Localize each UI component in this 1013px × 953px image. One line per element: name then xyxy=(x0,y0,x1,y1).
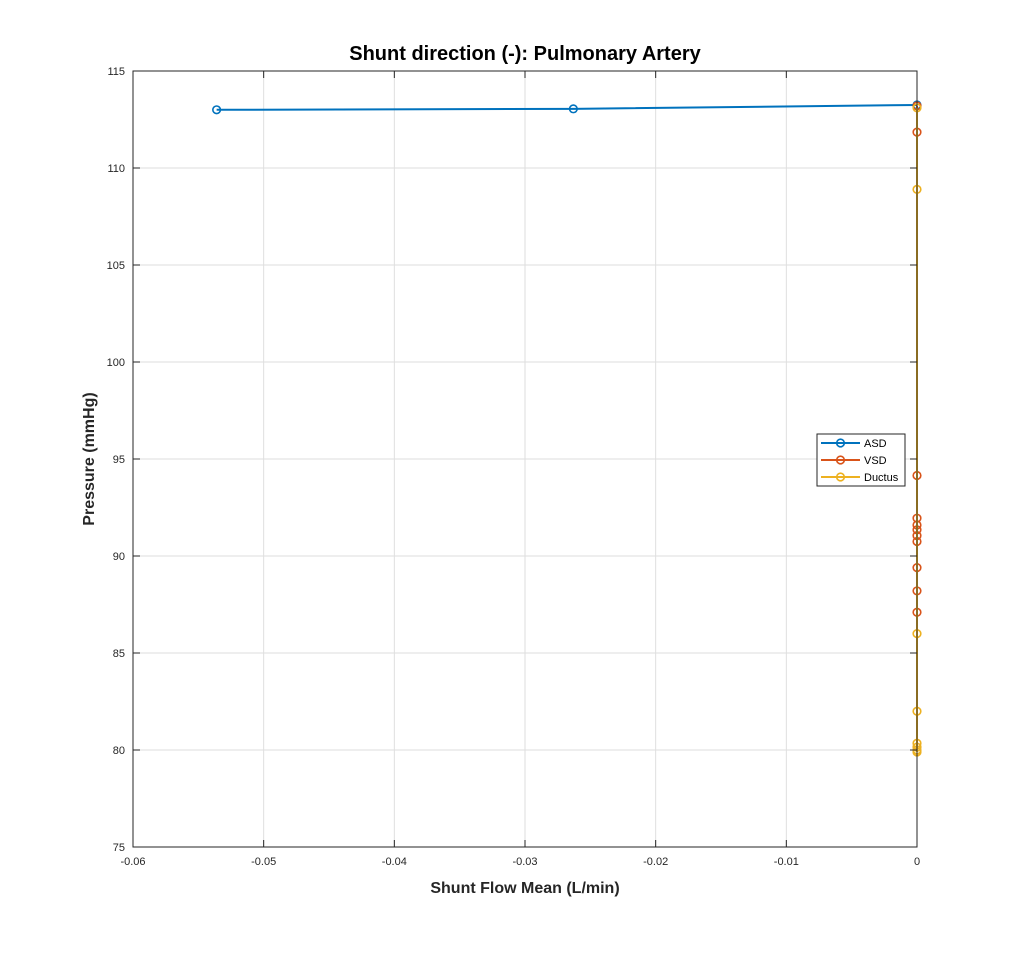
legend-swatch-marker xyxy=(835,472,846,482)
chart-title: Shunt direction (-): Pulmonary Artery xyxy=(349,43,701,65)
data-point-asd xyxy=(212,105,222,115)
y-tick-label: 115 xyxy=(107,66,125,78)
x-axis-label: Shunt Flow Mean (L/min) xyxy=(430,880,619,897)
legend-swatch-marker xyxy=(835,438,846,448)
legend-label: ASD xyxy=(864,438,887,450)
y-axis-label: Pressure (mmHg) xyxy=(81,392,98,525)
x-tick-label: -0.05 xyxy=(251,856,276,868)
legend-item-ductus: Ductus xyxy=(821,472,899,484)
legend-label: VSD xyxy=(864,455,887,467)
legend-label: Ductus xyxy=(864,472,899,484)
y-tick-label: 90 xyxy=(113,551,125,563)
y-tick-label: 85 xyxy=(113,648,125,660)
y-tick-label: 110 xyxy=(107,163,125,175)
y-tick-label: 95 xyxy=(113,454,125,466)
legend-item-vsd: VSD xyxy=(821,455,887,467)
y-tick-label: 105 xyxy=(107,260,125,272)
x-tick-label: -0.04 xyxy=(382,856,407,868)
data-point-asd xyxy=(568,104,578,114)
tick-labels: -0.06 -0.05 -0.04 -0.03 -0.02 -0.01 0 75 80 85 90 9… xyxy=(107,66,920,868)
x-tick-label: -0.06 xyxy=(120,856,145,868)
legend-item-asd: ASD xyxy=(821,438,887,450)
x-tick-label: -0.02 xyxy=(643,856,668,868)
y-tick-label: 100 xyxy=(107,357,125,369)
y-tick-label: 80 xyxy=(113,745,125,757)
legend-swatch-marker xyxy=(835,455,846,465)
x-tick-label: -0.01 xyxy=(774,856,799,868)
series-line-asd xyxy=(216,103,918,111)
x-tick-label: 0 xyxy=(914,856,920,868)
ticks xyxy=(132,70,918,848)
y-tick-label: 75 xyxy=(113,842,125,854)
x-tick-label: -0.03 xyxy=(512,856,537,868)
legend: ASD VSD Ductus xyxy=(816,433,906,487)
